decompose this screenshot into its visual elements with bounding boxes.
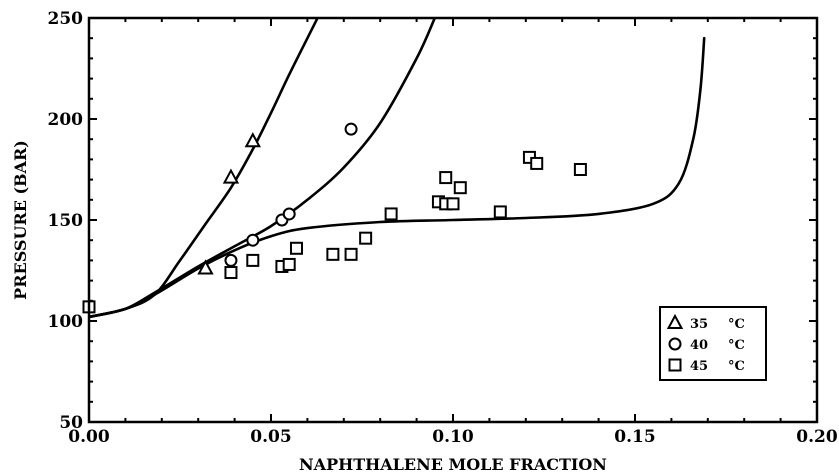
legend-value: 45: [690, 359, 708, 374]
legend-marker-circle: [670, 339, 681, 350]
point-square: [225, 267, 236, 278]
point-square: [531, 158, 542, 169]
x-axis-label: NAPHTHALENE MOLE FRACTION: [299, 455, 607, 474]
x-tick-label: 0.10: [432, 427, 474, 447]
legend-unit: °C: [728, 317, 745, 332]
point-triangle: [224, 171, 237, 183]
point-square: [346, 249, 357, 260]
x-tick-label: 0.05: [250, 427, 291, 447]
legend-value: 40: [690, 338, 708, 353]
point-square: [247, 255, 258, 266]
point-square: [495, 206, 506, 217]
y-tick-label: 50: [59, 413, 83, 433]
point-square: [440, 172, 451, 183]
point-circle: [346, 124, 357, 135]
legend-unit: °C: [728, 359, 745, 374]
point-square: [291, 243, 302, 254]
y-axis-label: PRESSURE (BAR): [11, 140, 30, 300]
point-square: [327, 249, 338, 260]
legend: 35 °C 40 °C 45 °C: [660, 307, 766, 380]
legend-value: 35: [690, 317, 708, 332]
point-square: [386, 208, 397, 219]
point-square: [455, 182, 466, 193]
point-square: [575, 164, 586, 175]
y-tick-label: 200: [48, 110, 84, 130]
legend-unit: °C: [728, 338, 745, 353]
point-square: [448, 198, 459, 209]
point-circle: [247, 235, 258, 246]
y-tick-label: 150: [48, 211, 84, 231]
x-tick-label: 0.15: [614, 427, 655, 447]
point-square: [284, 259, 295, 270]
legend-marker-square: [670, 360, 681, 371]
y-tick-label: 100: [48, 312, 84, 332]
point-circle: [284, 208, 295, 219]
point-circle: [225, 255, 236, 266]
x-tick-label: 0.20: [796, 427, 838, 447]
curve-circle: [89, 18, 435, 317]
y-tick-label: 250: [48, 9, 84, 29]
point-square: [360, 233, 371, 244]
